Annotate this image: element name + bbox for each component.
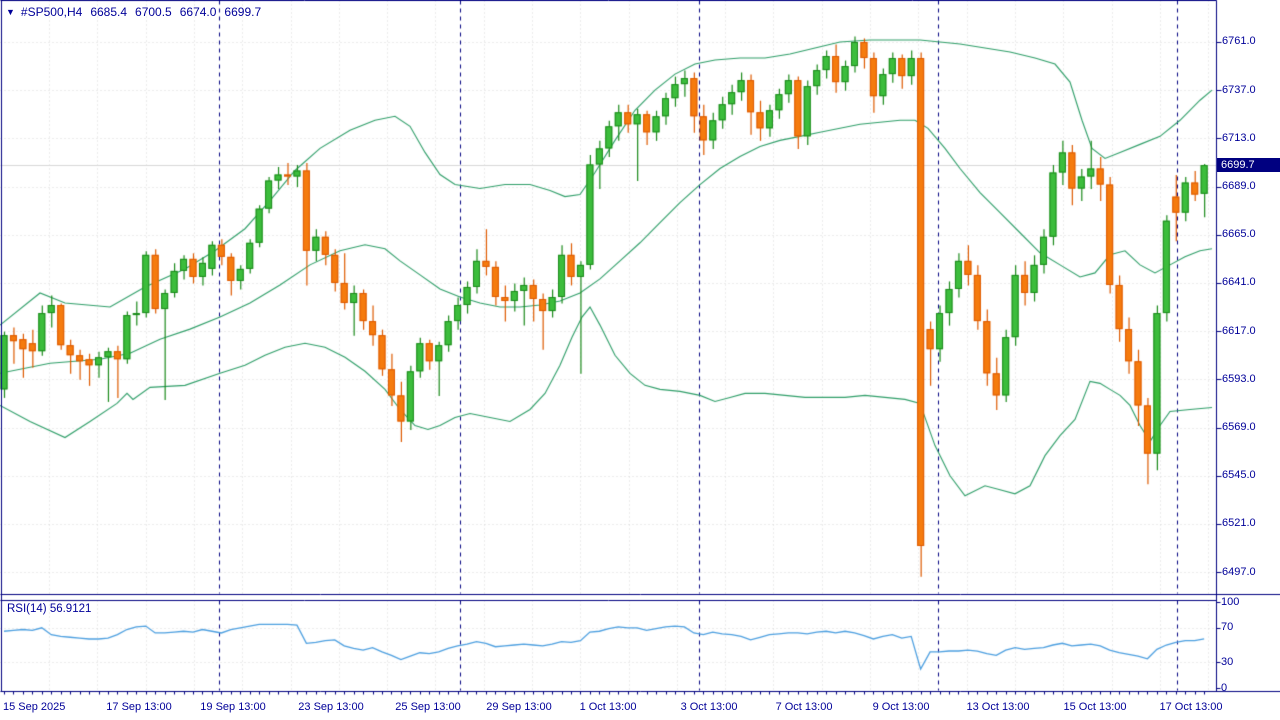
rsi-tick-label: 0 (1221, 681, 1228, 694)
rsi-indicator-label: RSI(14) 56.9121 (7, 603, 92, 615)
high-value: 6700.5 (135, 5, 172, 19)
time-axis-label: 15 Oct 13:00 (1063, 701, 1127, 713)
time-axis-label: 13 Oct 13:00 (966, 701, 1030, 713)
time-axis-label: 3 Oct 13:00 (680, 701, 738, 713)
price-tick-label: 6737.0 (1222, 83, 1256, 96)
time-axis-label: 17 Sep 13:00 (106, 701, 172, 713)
time-axis-label: 23 Sep 13:00 (298, 701, 364, 713)
time-axis-label: 17 Oct 13:00 (1159, 701, 1223, 713)
price-tick-label: 6593.0 (1222, 372, 1256, 385)
rsi-tick-label: 100 (1221, 595, 1240, 608)
chart-header: ▼ #SP500,H4 6685.4 6700.5 6674.0 6699.7 (6, 5, 261, 19)
price-tick-label: 6617.0 (1222, 324, 1256, 337)
rsi-tick-label: 30 (1221, 655, 1234, 668)
price-tick-label: 6713.0 (1222, 131, 1256, 144)
price-tick-label: 6641.0 (1222, 276, 1256, 289)
low-value: 6674.0 (179, 5, 217, 19)
time-axis-label: 9 Oct 13:00 (872, 701, 930, 713)
price-tick-label: 6665.0 (1222, 228, 1256, 241)
time-axis-label: 19 Sep 13:00 (200, 701, 266, 713)
price-tick-label: 6689.0 (1222, 180, 1256, 193)
current-price-badge: 6699.7 (1217, 158, 1280, 172)
price-tick-label: 6569.0 (1222, 421, 1256, 434)
close-value: 6699.7 (224, 5, 262, 19)
price-tick-label: 6497.0 (1222, 565, 1256, 578)
rsi-tick-label: 70 (1221, 621, 1234, 634)
open-value: 6685.4 (90, 5, 128, 19)
price-tick-label: 6761.0 (1222, 35, 1256, 48)
symbol-timeframe-label: #SP500,H4 (20, 5, 83, 19)
time-axis-label: 7 Oct 13:00 (775, 701, 833, 713)
symbol-dropdown-icon[interactable]: ▼ (6, 7, 15, 17)
time-axis-label: 29 Sep 13:00 (486, 701, 552, 713)
time-axis-label: 1 Oct 13:00 (579, 701, 637, 713)
price-tick-label: 6545.0 (1222, 469, 1256, 482)
time-axis-label: 25 Sep 13:00 (395, 701, 461, 713)
price-tick-label: 6521.0 (1222, 517, 1256, 530)
time-axis-label: 15 Sep 2025 (3, 701, 66, 713)
